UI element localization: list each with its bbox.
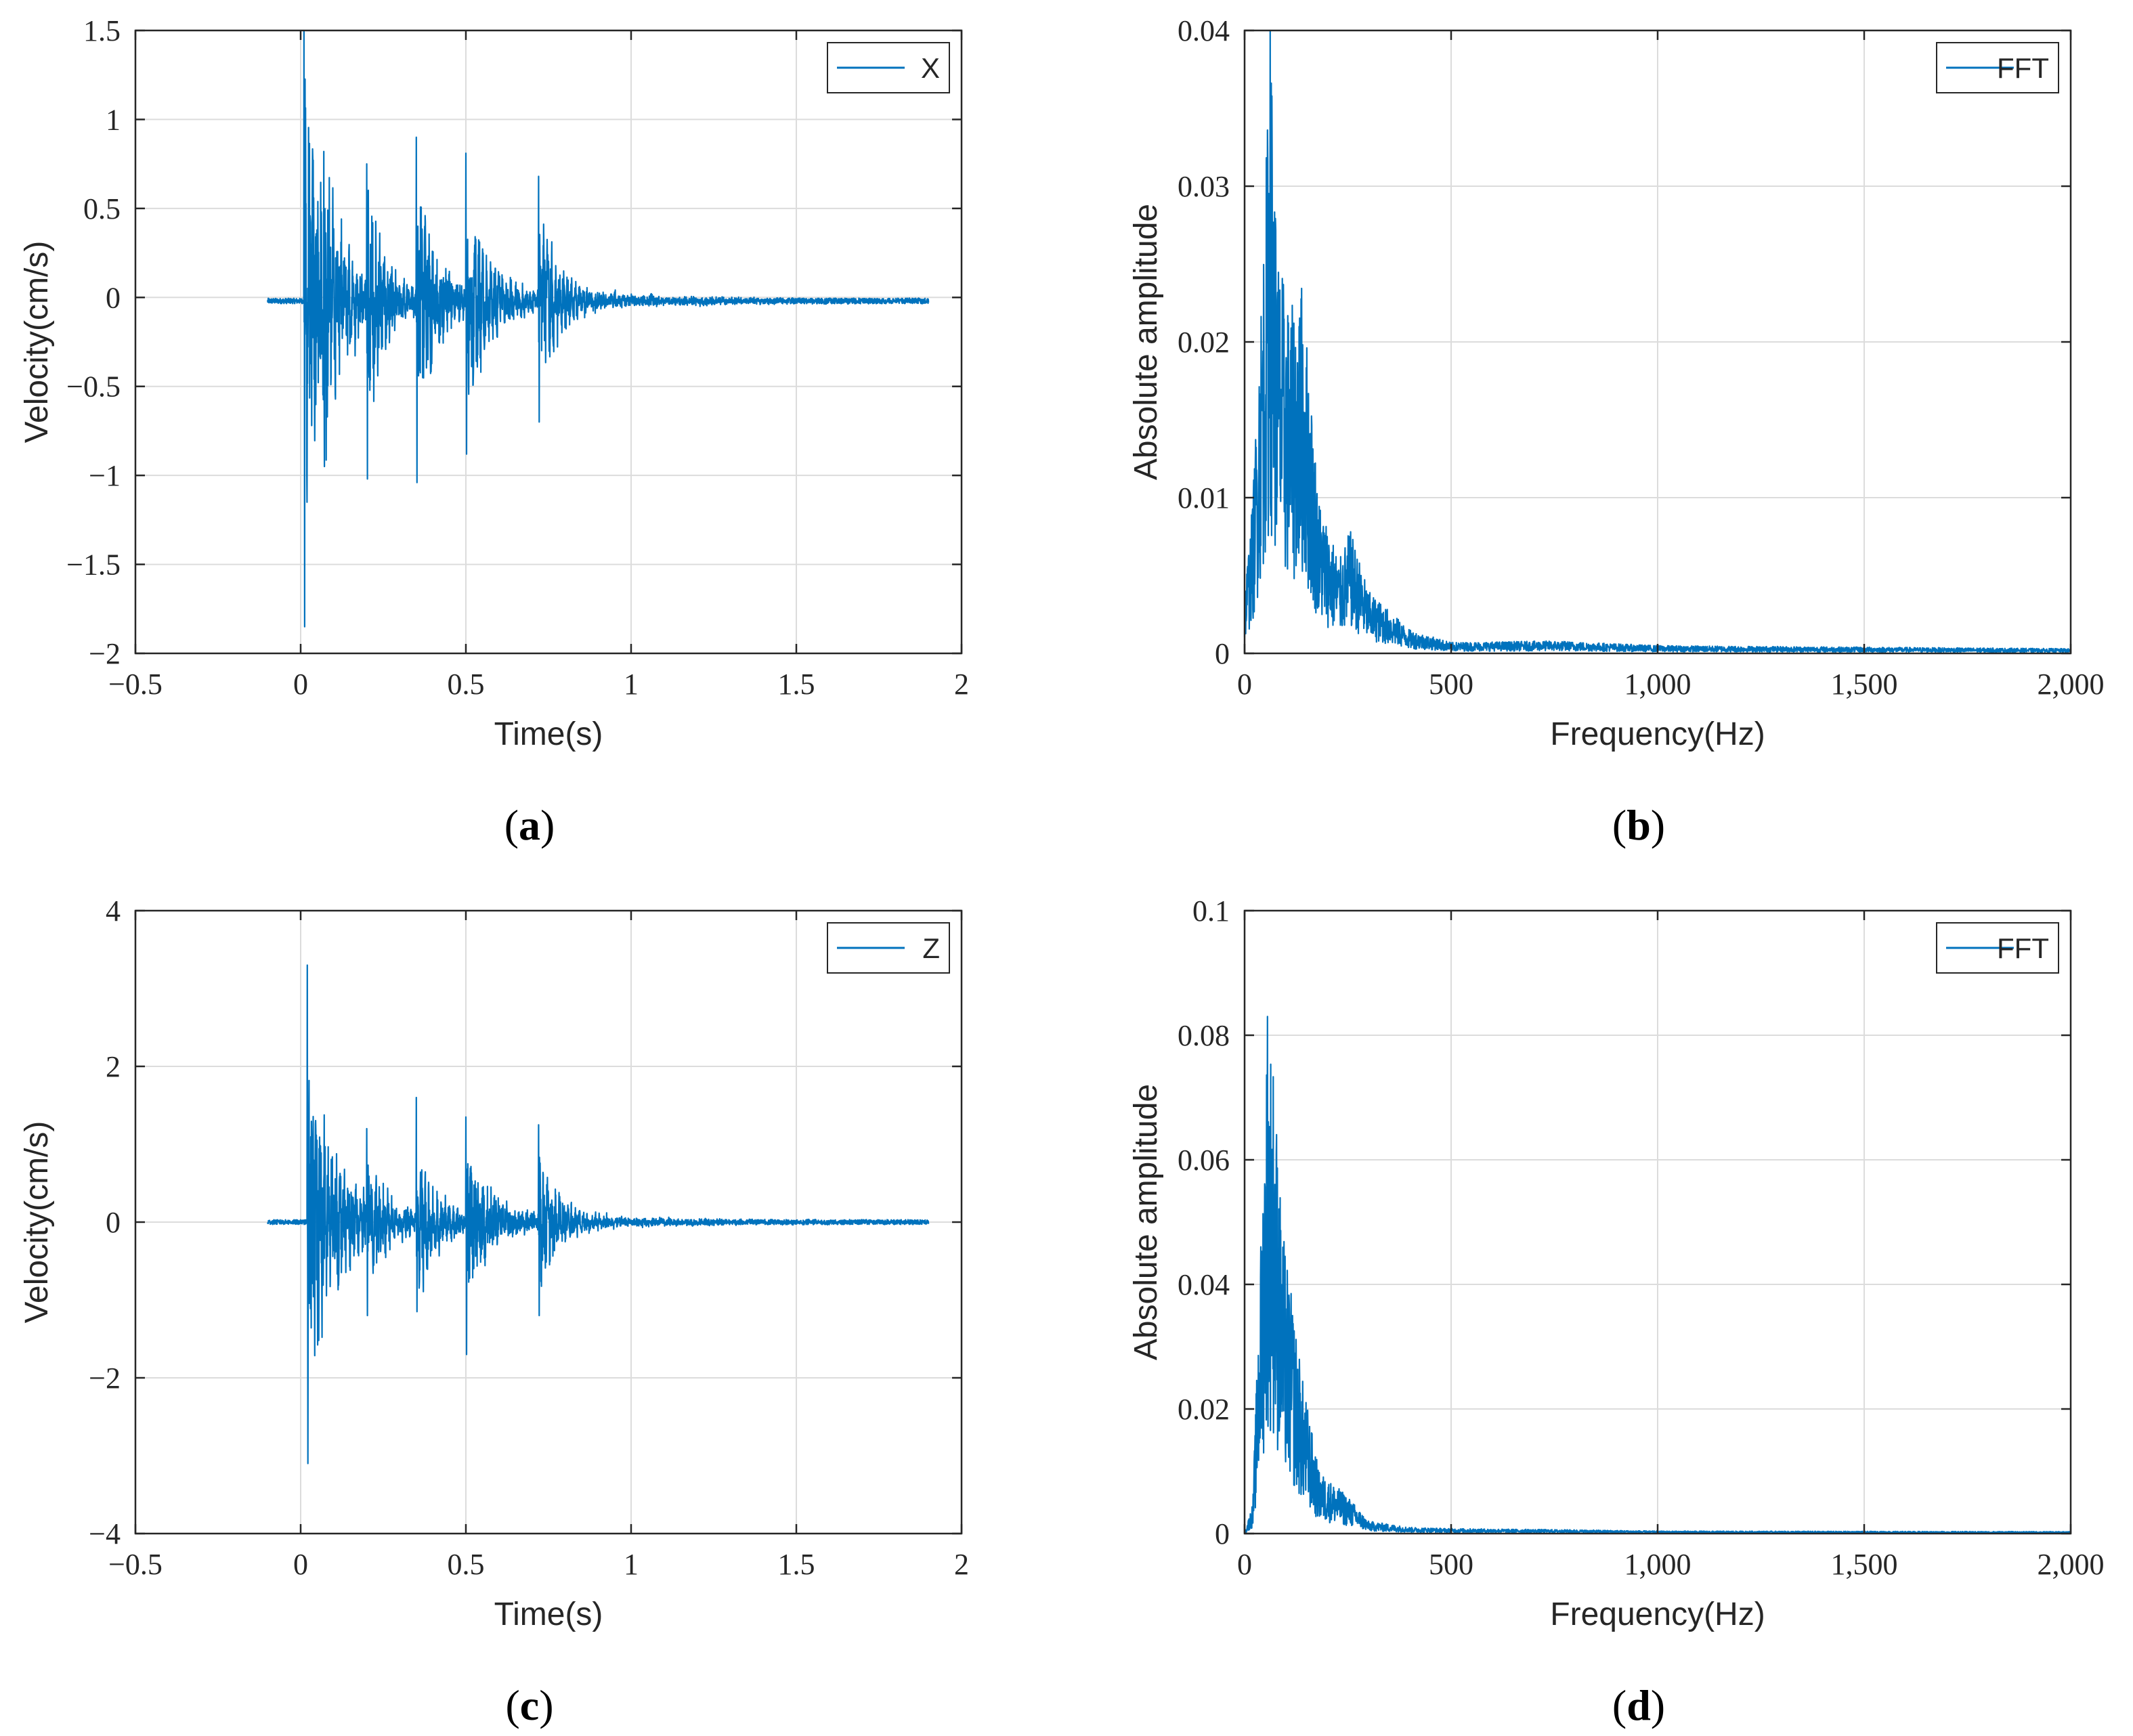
y-tick-label: 0.03 [1178,170,1230,203]
x-axis-label: Frequency(Hz) [1550,1597,1765,1632]
panel-caption-d: (d) [1612,1681,1665,1729]
y-tick-label: 0 [1215,1517,1230,1550]
y-tick-label: −1 [89,459,121,492]
x-tick-label: 2,000 [2038,1548,2105,1581]
x-tick-label: 500 [1429,668,1473,701]
legend[interactable]: FFT [1936,922,2059,974]
panel-caption-c: (c) [505,1681,553,1729]
x-tick-label: 0 [1237,668,1252,701]
x-axis-label: Time(s) [494,1597,603,1632]
y-tick-label: −1.5 [66,548,121,582]
x-tick-label: 1 [624,1548,639,1581]
series-line-x [267,29,930,628]
x-tick-label: 0.5 [448,1548,485,1581]
y-tick-label: −2 [89,637,121,670]
y-axis-label: Velocity(cm/s) [19,241,55,443]
panel-caption-a: (a) [504,801,555,849]
y-tick-label: 0.06 [1178,1144,1230,1177]
x-tick-label: 2 [954,668,969,701]
x-tick-label: 2 [954,1548,969,1581]
legend[interactable]: Z [827,922,950,974]
x-tick-label: 0 [293,668,308,701]
y-tick-label: 0 [106,281,121,314]
y-axis-label: Absolute amplitude [1128,1084,1164,1360]
panel-c: −0.5 0 0.5 1 1.5 2 −4 −2 0 2 4 Time(s) Velocity(cm/s… [19,894,969,1729]
y-tick-label: 0.04 [1178,14,1230,47]
x-tick-label: 1,500 [1831,1548,1898,1581]
y-tick-label: −0.5 [66,370,121,404]
y-tick-label: 0.08 [1178,1019,1230,1052]
x-axis-label: Frequency(Hz) [1550,716,1765,752]
y-tick-label: 0.5 [83,192,121,225]
x-tick-label: 1.5 [778,1548,815,1581]
legend-label: Z [922,932,940,964]
x-tick-label: 0 [293,1548,308,1581]
panel-caption-b: (b) [1612,801,1665,849]
legend-label: FFT [1997,932,2049,964]
series-line-z [267,964,930,1464]
x-tick-label: 0 [1237,1548,1252,1581]
panel-d: 0 500 1,000 1,500 2,000 0 0.02 0.04 0.06 0.08 0.1 F… [1128,894,2105,1729]
y-tick-label: 0 [106,1206,121,1239]
y-tick-label: −2 [89,1362,121,1395]
x-tick-label: −0.5 [108,668,163,701]
y-tick-label: 0.01 [1178,481,1230,515]
x-axis-label: Time(s) [494,716,603,752]
y-tick-label: 4 [106,894,121,928]
panel-a: −0.5 0 0.5 1 1.5 2 −2 −1.5 −1 −0.5 0 0.5 1 1.5 Time(s)… [19,14,969,849]
legend-label: FFT [1997,52,2049,84]
x-tick-label: 2,000 [2038,668,2105,701]
y-tick-label: 0.02 [1178,1393,1230,1426]
x-tick-label: 1 [624,668,639,701]
y-tick-label: −4 [89,1517,121,1550]
x-tick-label: 1,000 [1624,1548,1692,1581]
legend[interactable]: FFT [1936,42,2059,93]
x-tick-label: 1,000 [1624,668,1692,701]
y-tick-label: 0.04 [1178,1268,1230,1301]
y-tick-label: 1 [106,103,121,136]
x-tick-label: 500 [1429,1548,1473,1581]
y-axis-label: Absolute amplitude [1128,204,1164,480]
y-tick-label: 0.1 [1192,894,1230,928]
y-axis-label: Velocity(cm/s) [19,1121,55,1324]
legend[interactable]: X [827,42,950,93]
x-tick-label: −0.5 [108,1548,163,1581]
axes-box [134,29,963,655]
x-tick-label: 1.5 [778,668,815,701]
legend-label: X [921,52,940,84]
x-tick-label: 0.5 [448,668,485,701]
y-tick-label: 2 [106,1050,121,1083]
y-tick-label: 1.5 [83,14,121,47]
panel-b: 0 500 1,000 1,500 2,000 0 0.01 0.02 0.03 0.04 Freq… [1128,14,2105,849]
y-tick-label: 0 [1215,637,1230,670]
x-tick-label: 1,500 [1831,668,1898,701]
y-tick-label: 0.02 [1178,326,1230,359]
